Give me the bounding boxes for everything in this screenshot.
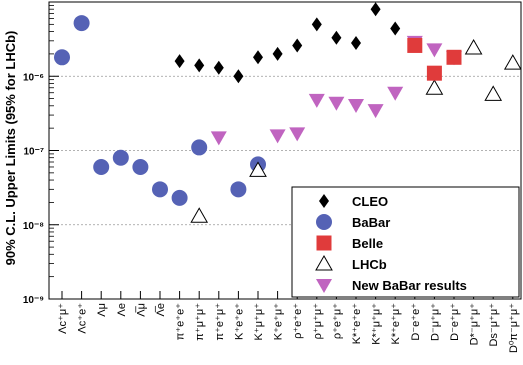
x-tick-label: K⁺μ⁺μ⁺ (253, 303, 265, 341)
data-point (269, 129, 286, 144)
legend: CLEO BaBar Belle LHCb New BaBar results (291, 186, 520, 298)
x-tick-label: Λ̅e (155, 303, 167, 316)
data-point (174, 54, 185, 69)
data-point (425, 79, 444, 95)
x-tick-label: Ds⁻μ⁺μ⁺ (488, 303, 500, 347)
data-point (367, 104, 384, 119)
data-point (73, 15, 90, 32)
legend-marker (316, 235, 332, 251)
x-tick-label: K*⁺μ⁺μ⁺ (371, 303, 383, 345)
data-point (249, 161, 267, 177)
y-tick-label: 10⁻⁸ (23, 221, 44, 232)
data-point (308, 93, 325, 108)
x-tick-label: D*⁻μ⁺μ⁺ (469, 303, 481, 346)
legend-label: New BaBar results (352, 278, 467, 293)
series-babar (54, 15, 266, 206)
data-point (93, 158, 110, 175)
x-tick-label: Λ̅μ (135, 303, 147, 317)
legend-label: Belle (352, 236, 383, 251)
data-point (484, 85, 503, 101)
x-tick-label: D⁻μ⁺μ⁺ (429, 303, 441, 341)
data-point (171, 189, 188, 206)
y-tick-label: 10⁻⁶ (23, 72, 44, 83)
data-point (191, 139, 208, 156)
y-axis-ticks: 10⁻⁹ 10⁻⁸ 10⁻⁷ 10⁻⁶ (23, 4, 59, 306)
data-point (503, 54, 522, 70)
data-point (253, 50, 263, 65)
data-point (112, 149, 129, 166)
y-tick-label: 10⁻⁹ (23, 295, 44, 306)
legend-marker (319, 194, 329, 208)
data-point (387, 86, 404, 101)
x-tick-label: K*⁺e⁺e⁺ (351, 303, 363, 344)
x-tick-label: ρ⁺e⁺μ⁺ (331, 303, 343, 339)
x-tick-label: ρ⁺e⁺e⁺ (292, 303, 304, 339)
data-point (233, 69, 244, 84)
data-point (328, 96, 345, 111)
data-point (446, 49, 462, 65)
data-point (272, 46, 283, 61)
data-point (54, 49, 70, 66)
data-point (348, 99, 364, 114)
data-point (289, 127, 306, 142)
data-point (152, 181, 168, 198)
series-cleo (174, 2, 401, 84)
x-tick-label: D⁻e⁺μ⁺ (449, 303, 461, 341)
x-tick-label: Λc⁺μ⁺ (57, 303, 69, 334)
x-tick-label: π⁺e⁺e⁺ (175, 303, 187, 340)
data-point (213, 60, 224, 75)
x-tick-label: π⁺μ⁺μ⁺ (194, 303, 206, 341)
legend-marker (316, 214, 332, 230)
data-point (426, 43, 443, 58)
legend-marker (316, 279, 332, 293)
data-point (464, 39, 483, 55)
x-tick-label: Λμ (96, 303, 108, 317)
legend-marker (315, 254, 333, 271)
data-point (210, 131, 227, 146)
x-axis-ticks: Λc⁺μ⁺ Λc⁺e⁺ Λμ Λe Λ̅μ Λ̅e π⁺e⁺e⁺ π⁺μ⁺μ⁺ π⁺e⁺μ⁺ K⁺… (57, 291, 520, 353)
x-tick-label: π⁺e⁺μ⁺ (214, 303, 226, 341)
legend-label: LHCb (352, 257, 387, 272)
data-point (194, 58, 205, 73)
data-point (426, 65, 442, 81)
data-point (407, 37, 423, 53)
legend-label: BaBar (352, 215, 390, 230)
data-point (370, 2, 381, 17)
plot-frame (48, 1, 522, 300)
x-tick-label: ρ⁺μ⁺μ⁺ (312, 303, 324, 340)
x-tick-label: K*⁺e⁺μ⁺ (390, 303, 402, 345)
data-point (292, 38, 303, 53)
data-point (390, 21, 401, 36)
x-tick-label: D⁻e⁺e⁺ (410, 303, 422, 341)
y-axis-title: 90% C.L. Upper Limits (95% for LHCb) (3, 31, 18, 266)
data-marks (54, 2, 522, 223)
series-lhcb (190, 39, 522, 223)
legend-label: CLEO (352, 194, 388, 209)
data-point (331, 30, 342, 45)
x-tick-label: Λe (116, 303, 128, 316)
x-tick-label: D⁰π⁻μ⁺μ⁺ (508, 303, 520, 353)
y-tick-label: 10⁻⁷ (23, 147, 44, 158)
series-belle (407, 37, 462, 81)
data-point (190, 207, 209, 223)
data-point (230, 181, 247, 198)
x-tick-label: K⁺e⁺e⁺ (233, 303, 245, 340)
data-point (311, 17, 322, 32)
x-tick-label: K⁺e⁺μ⁺ (273, 303, 285, 340)
series-new-babar-results (210, 35, 462, 146)
data-point (351, 36, 361, 51)
data-point (132, 158, 149, 175)
x-tick-label: Λc⁺e⁺ (77, 303, 89, 334)
